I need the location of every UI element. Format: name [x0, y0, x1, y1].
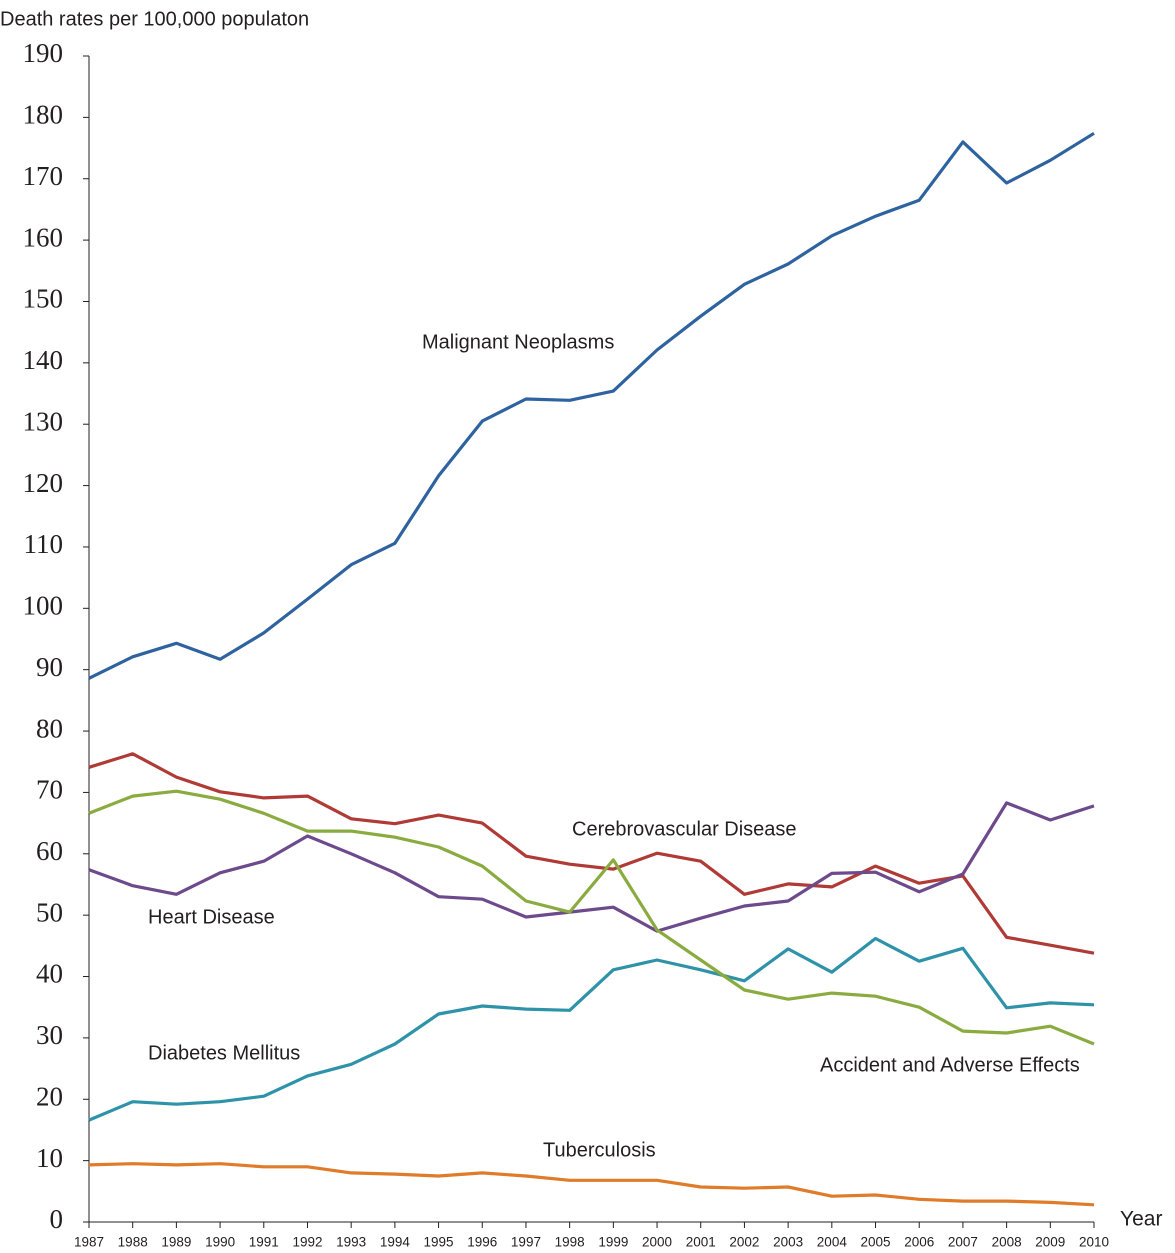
- series-label: Heart Disease: [148, 906, 275, 928]
- y-tick-label: 100: [23, 591, 64, 621]
- series-label: Diabetes Mellitus: [148, 1042, 300, 1064]
- series-label: Malignant Neoplasms: [422, 331, 614, 353]
- x-tick-label: 1998: [555, 1235, 585, 1250]
- y-tick-label: 90: [36, 652, 63, 682]
- x-tick-label: 2007: [948, 1235, 978, 1250]
- y-tick-label: 110: [24, 529, 64, 559]
- y-tick-label: 0: [50, 1204, 64, 1234]
- y-tick-label: 160: [23, 222, 64, 252]
- x-tick-label: 1987: [74, 1235, 104, 1250]
- x-tick-label: 1994: [380, 1235, 411, 1250]
- line-series: [88, 752, 1095, 955]
- series-label: Cerebrovascular Disease: [572, 818, 797, 840]
- x-tick-label: 2002: [729, 1235, 759, 1250]
- series-label: Accident and Adverse Effects: [820, 1054, 1080, 1076]
- y-axis-label: Death rates per 100,000 populaton: [0, 8, 309, 30]
- x-tick-label: 1995: [424, 1235, 454, 1250]
- y-tick-label: 150: [23, 284, 64, 314]
- y-tick-label: 130: [23, 406, 64, 436]
- x-tick-label: 1997: [511, 1235, 541, 1250]
- x-tick-label: 1989: [161, 1235, 191, 1250]
- x-tick-label: 2005: [860, 1235, 890, 1250]
- x-tick-label: 2001: [686, 1235, 716, 1250]
- x-tick-label: 1988: [118, 1235, 148, 1250]
- x-tick-label: 1992: [292, 1235, 322, 1250]
- x-axis-label: Year: [1120, 1208, 1162, 1231]
- x-tick-label: 2006: [904, 1235, 934, 1250]
- x-tick-label: 2008: [992, 1235, 1022, 1250]
- y-tick-label: 50: [36, 897, 63, 927]
- x-tick-label: 1993: [336, 1235, 366, 1250]
- x-tick-label: 1999: [598, 1235, 628, 1250]
- y-tick-label: 190: [23, 38, 64, 68]
- x-tick-label: 1990: [205, 1235, 235, 1250]
- x-tick-label: 2009: [1035, 1235, 1065, 1250]
- line-series: [88, 801, 1095, 933]
- y-tick-label: 70: [36, 775, 63, 805]
- y-tick-label: 80: [36, 713, 63, 743]
- line-series: [88, 789, 1095, 1046]
- line-series: [88, 131, 1095, 680]
- y-tick-label: 120: [23, 468, 64, 498]
- y-tick-label: 140: [23, 345, 64, 375]
- y-tick-label: 10: [36, 1143, 63, 1173]
- series-label: Tuberculosis: [543, 1139, 656, 1161]
- x-tick-label: 2000: [642, 1235, 672, 1250]
- y-tick-label: 20: [36, 1081, 63, 1111]
- x-tick-label: 1991: [249, 1235, 279, 1250]
- y-tick-label: 180: [23, 100, 64, 130]
- line-series: [88, 1162, 1095, 1207]
- line-series: [88, 936, 1095, 1122]
- y-tick-label: 30: [36, 1020, 63, 1050]
- y-tick-label: 40: [36, 959, 63, 989]
- x-tick-label: 2004: [817, 1235, 848, 1250]
- y-tick-label: 170: [23, 161, 64, 191]
- x-tick-label: 2010: [1079, 1235, 1109, 1250]
- x-tick-label: 2003: [773, 1235, 803, 1250]
- y-tick-label: 60: [36, 836, 63, 866]
- x-tick-label: 1996: [467, 1235, 497, 1250]
